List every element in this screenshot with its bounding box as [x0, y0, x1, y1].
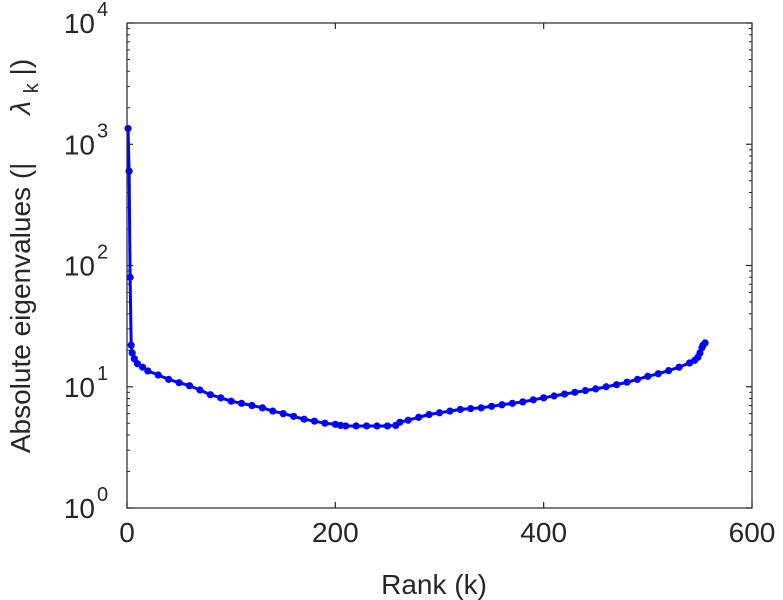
- data-point: [206, 391, 214, 399]
- data-point: [144, 367, 152, 375]
- series-line: [126, 128, 707, 428]
- x-tick-label: 200: [312, 517, 359, 548]
- data-point: [456, 405, 464, 414]
- data-point: [139, 363, 147, 371]
- y-tick-label-exponent: 4: [97, 0, 108, 21]
- y-tick-label: 10 2: [64, 242, 108, 282]
- data-point: [185, 382, 194, 390]
- data-point: [237, 399, 246, 407]
- data-point: [124, 124, 132, 133]
- data-point: [602, 383, 610, 391]
- data-point: [446, 407, 454, 415]
- y-tick-label-exponent: 0: [97, 484, 108, 506]
- data-point: [612, 381, 621, 389]
- data-point: [126, 273, 134, 281]
- data-point: [519, 398, 527, 406]
- data-point: [127, 341, 135, 349]
- data-point: [290, 412, 298, 420]
- data-point: [133, 360, 142, 368]
- y-tick-label: 10 0: [64, 484, 108, 524]
- data-point: [498, 401, 506, 409]
- data-point: [196, 386, 204, 394]
- data-point: [415, 413, 423, 421]
- data-point: [529, 396, 537, 404]
- data-point: [540, 394, 548, 402]
- data-point: [623, 378, 631, 386]
- data-point: [165, 375, 173, 383]
- plot-area-border: [126, 22, 753, 509]
- y-axis-label-suffix: |): [5, 59, 36, 76]
- data-point: [560, 390, 569, 398]
- data-point: [571, 388, 579, 396]
- data-point: [404, 416, 412, 424]
- y-tick-label-exponent: 2: [97, 242, 108, 264]
- data-point: [310, 417, 319, 425]
- data-point: [487, 402, 496, 410]
- data-point: [396, 418, 404, 426]
- y-tick-label: 10 3: [64, 120, 108, 160]
- data-point: [581, 386, 589, 395]
- data-point: [336, 421, 345, 429]
- y-tick-label-exponent: 3: [97, 120, 108, 142]
- y-tick-label-base: 10: [64, 372, 95, 403]
- data-point: [701, 339, 709, 347]
- y-tick-label-base: 10: [64, 8, 95, 39]
- data-point: [425, 410, 433, 419]
- data-point: [550, 392, 558, 400]
- data-point: [175, 379, 183, 387]
- data-point: [128, 349, 136, 357]
- data-point: [592, 385, 600, 393]
- x-tick-label: 400: [520, 517, 567, 548]
- data-point: [352, 422, 360, 430]
- data-point: [217, 394, 225, 402]
- data-point: [508, 399, 517, 407]
- data-point: [435, 409, 444, 417]
- y-tick-label: 10 4: [64, 0, 108, 39]
- data-point: [633, 375, 642, 383]
- data-point: [227, 397, 235, 405]
- y-tick-label-exponent: 1: [97, 363, 108, 385]
- svg-text:Absolute eigenvalues (|: Absolute eigenvalues (| λ k |): [5, 59, 44, 453]
- y-tick-label-base: 10: [64, 493, 95, 524]
- data-point: [362, 422, 371, 430]
- y-axis-label: Absolute eigenvalues (| λ k |): [5, 59, 44, 453]
- y-axis-label-symbol: λ: [5, 101, 36, 117]
- data-point: [342, 422, 350, 430]
- x-axis-label: Rank (k): [381, 569, 487, 600]
- x-tick-label: 600: [729, 517, 776, 548]
- data-point: [675, 363, 683, 371]
- data-point: [300, 415, 308, 423]
- data-point: [654, 370, 662, 378]
- data-point: [373, 422, 381, 430]
- y-tick-label: 10 1: [64, 363, 108, 403]
- y-tick-label-base: 10: [64, 251, 95, 282]
- data-point: [279, 410, 287, 418]
- data-point: [258, 404, 267, 412]
- series-layer: [124, 124, 709, 430]
- data-point: [477, 404, 485, 412]
- data-point: [383, 422, 392, 430]
- data-point: [321, 419, 329, 427]
- data-point: [644, 372, 652, 380]
- data-point: [269, 407, 277, 415]
- x-tick-label: 0: [119, 517, 135, 548]
- y-axis-label-prefix: Absolute eigenvalues (|: [5, 163, 36, 454]
- data-point: [467, 405, 475, 413]
- data-point: [248, 401, 256, 410]
- data-point: [665, 366, 673, 375]
- y-tick-label-base: 10: [64, 129, 95, 160]
- y-axis-label-subscript: k: [21, 82, 43, 93]
- data-point: [154, 371, 162, 379]
